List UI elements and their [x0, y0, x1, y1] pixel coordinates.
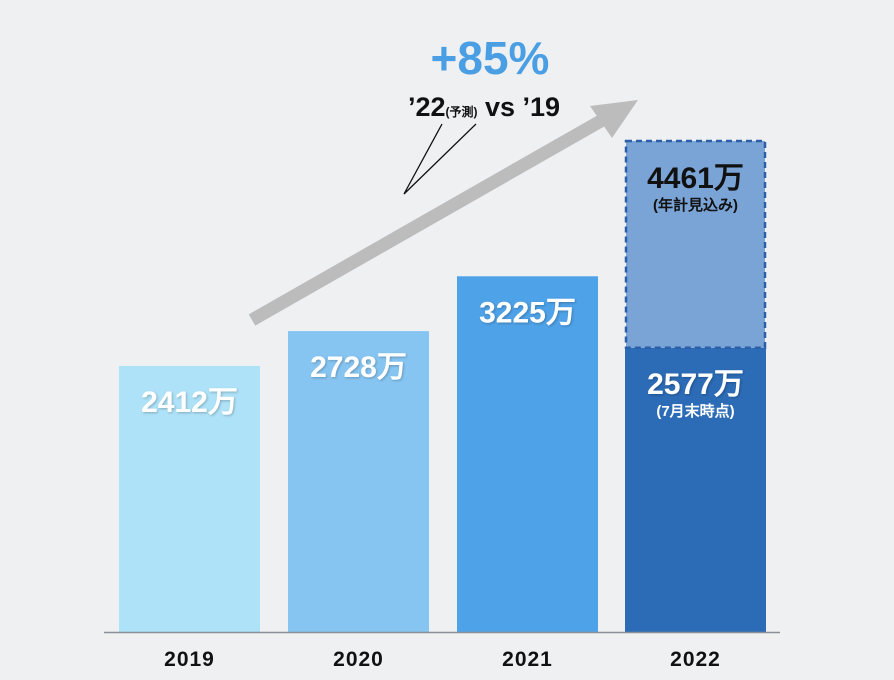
total-label-2022: 4461万: [647, 162, 744, 195]
comparison-label: ’22(予測) vs ’19: [408, 92, 560, 122]
comparison-year-a: ’22: [408, 92, 446, 122]
growth-label: +85%: [431, 32, 550, 84]
sub-label-2022: (7月末時点): [656, 402, 734, 420]
bar-2022-forecast: [624, 139, 767, 350]
bar-2019: [119, 365, 260, 632]
bar-2021: [457, 276, 598, 632]
bar-2020: [288, 331, 429, 632]
bar-2022: [625, 347, 766, 632]
x-tick-2021: 2021: [502, 648, 553, 671]
x-tick-2022: 2022: [670, 648, 721, 671]
comparison-note: (予測): [445, 104, 477, 119]
forecast-sub-label-2022: (年計見込み): [653, 196, 738, 214]
callout-pointer: [403, 123, 477, 195]
value-label-2022: 2577万: [647, 368, 744, 401]
comparison-year-b: vs ’19: [477, 92, 560, 122]
trend-arrow-head: [590, 100, 638, 138]
value-label-2020: 2728万: [310, 351, 407, 384]
value-label-2021: 3225万: [479, 296, 576, 329]
value-label-2019: 2412万: [141, 386, 238, 419]
x-tick-2019: 2019: [164, 648, 215, 671]
trend-arrow-shaft: [248, 112, 610, 326]
x-tick-2020: 2020: [333, 648, 384, 671]
